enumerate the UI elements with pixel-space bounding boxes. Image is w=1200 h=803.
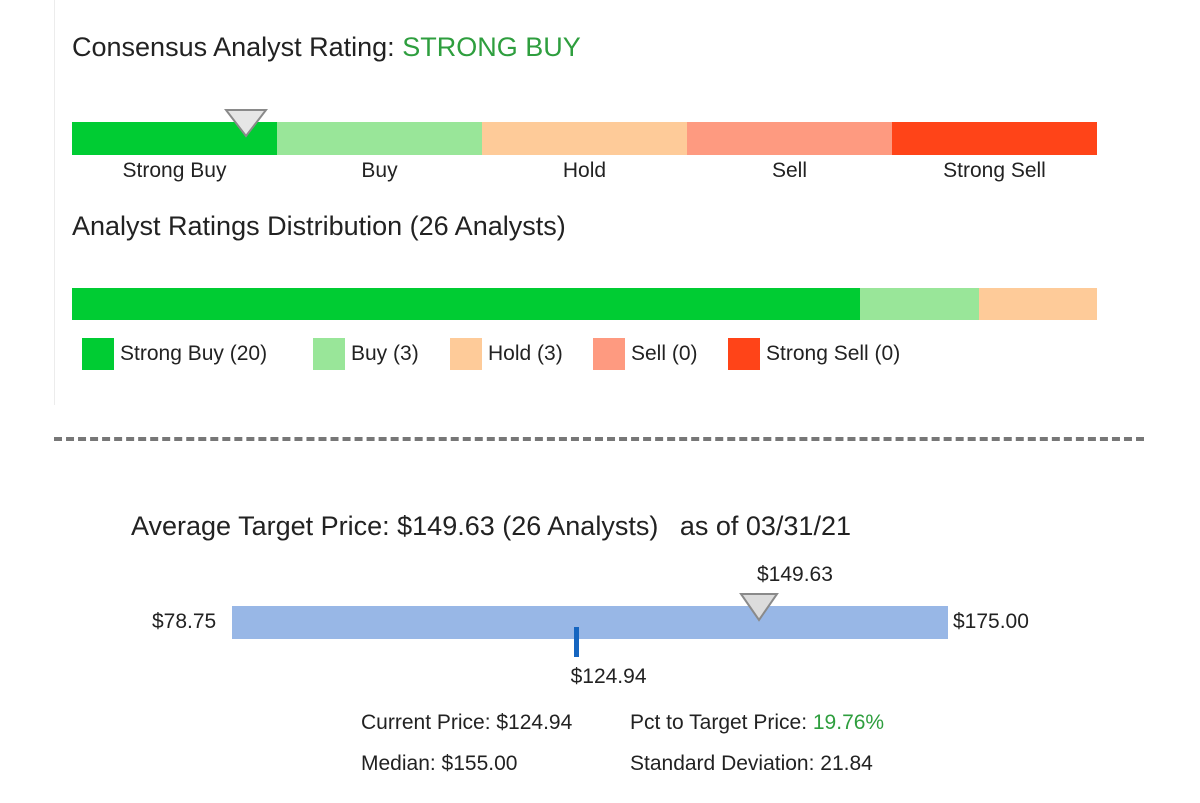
consensus-rating-title: Consensus Analyst Rating: STRONG BUY xyxy=(72,32,581,63)
high-target-label: $175.00 xyxy=(953,610,1029,633)
rating-scale-bar xyxy=(72,122,1097,155)
average-target-label: $149.63 xyxy=(757,563,833,586)
legend-label: Sell (0) xyxy=(631,342,698,365)
legend-label: Buy (3) xyxy=(351,342,419,365)
legend-item: Sell (0) xyxy=(593,338,698,370)
std-dev-stat: Standard Deviation: 21.84 xyxy=(630,752,873,775)
legend-label: Strong Buy (20) xyxy=(120,342,268,365)
section-divider xyxy=(54,437,1144,441)
pct-to-target-label: Pct to Target Price: xyxy=(630,711,808,734)
distribution-legend: Strong Buy (20) Buy (3) Hold (3) Sell (0) St… xyxy=(82,338,1082,370)
median-stat: Median: $155.00 xyxy=(361,752,518,775)
legend-item: Strong Buy (20) xyxy=(82,338,267,370)
rating-segment-hold xyxy=(482,122,687,155)
distribution-segment xyxy=(72,288,861,320)
rating-scale-label: Strong Sell xyxy=(943,159,1046,182)
legend-label: Hold (3) xyxy=(488,342,563,365)
distribution-title: Analyst Ratings Distribution (26 Analyst… xyxy=(72,211,566,241)
legend-swatch xyxy=(82,338,114,370)
rating-segment-strong-sell xyxy=(892,122,1097,155)
rating-scale-label: Sell xyxy=(771,159,808,182)
consensus-rating-value: STRONG BUY xyxy=(402,32,581,62)
rating-segment-buy xyxy=(277,122,482,155)
legend-swatch xyxy=(450,338,482,370)
legend-swatch xyxy=(728,338,760,370)
low-target-label: $78.75 xyxy=(152,610,217,633)
legend-item: Buy (3) xyxy=(313,338,419,370)
rating-scale-label: Hold xyxy=(562,159,607,182)
distribution-segment xyxy=(978,288,1097,320)
distribution-segment xyxy=(860,288,979,320)
distribution-bar xyxy=(72,288,1097,320)
current-price-label: $124.94 xyxy=(570,665,647,688)
triangle-down-icon xyxy=(224,109,268,138)
rating-segment-sell xyxy=(687,122,892,155)
panel-left-border xyxy=(54,0,55,405)
rating-scale-label: Buy xyxy=(361,159,398,182)
legend-swatch xyxy=(593,338,625,370)
current-price-marker xyxy=(573,627,579,657)
pct-to-target-stat: Pct to Target Price: 19.76% xyxy=(630,711,884,735)
pct-to-target-value: 19.76% xyxy=(812,711,885,734)
target-price-heading: Average Target Price: $149.63 (26 Analys… xyxy=(131,511,659,541)
target-range-bar xyxy=(232,606,948,639)
rating-scale-labels: Strong Buy Buy Hold Sell Strong Sell xyxy=(72,159,1097,185)
current-price-stat: Current Price: $124.94 xyxy=(361,711,573,734)
legend-item: Hold (3) xyxy=(450,338,563,370)
legend-swatch xyxy=(313,338,345,370)
legend-label: Strong Sell (0) xyxy=(766,342,901,365)
rating-scale-label: Strong Buy xyxy=(122,159,227,182)
legend-item: Strong Sell (0) xyxy=(728,338,900,370)
target-as-of: as of 03/31/21 xyxy=(679,511,851,541)
average-target-marker-icon xyxy=(739,593,780,622)
target-price-title: Average Target Price: $149.63 (26 Analys… xyxy=(131,511,851,542)
consensus-rating-prefix: Consensus Analyst Rating: xyxy=(72,32,395,62)
